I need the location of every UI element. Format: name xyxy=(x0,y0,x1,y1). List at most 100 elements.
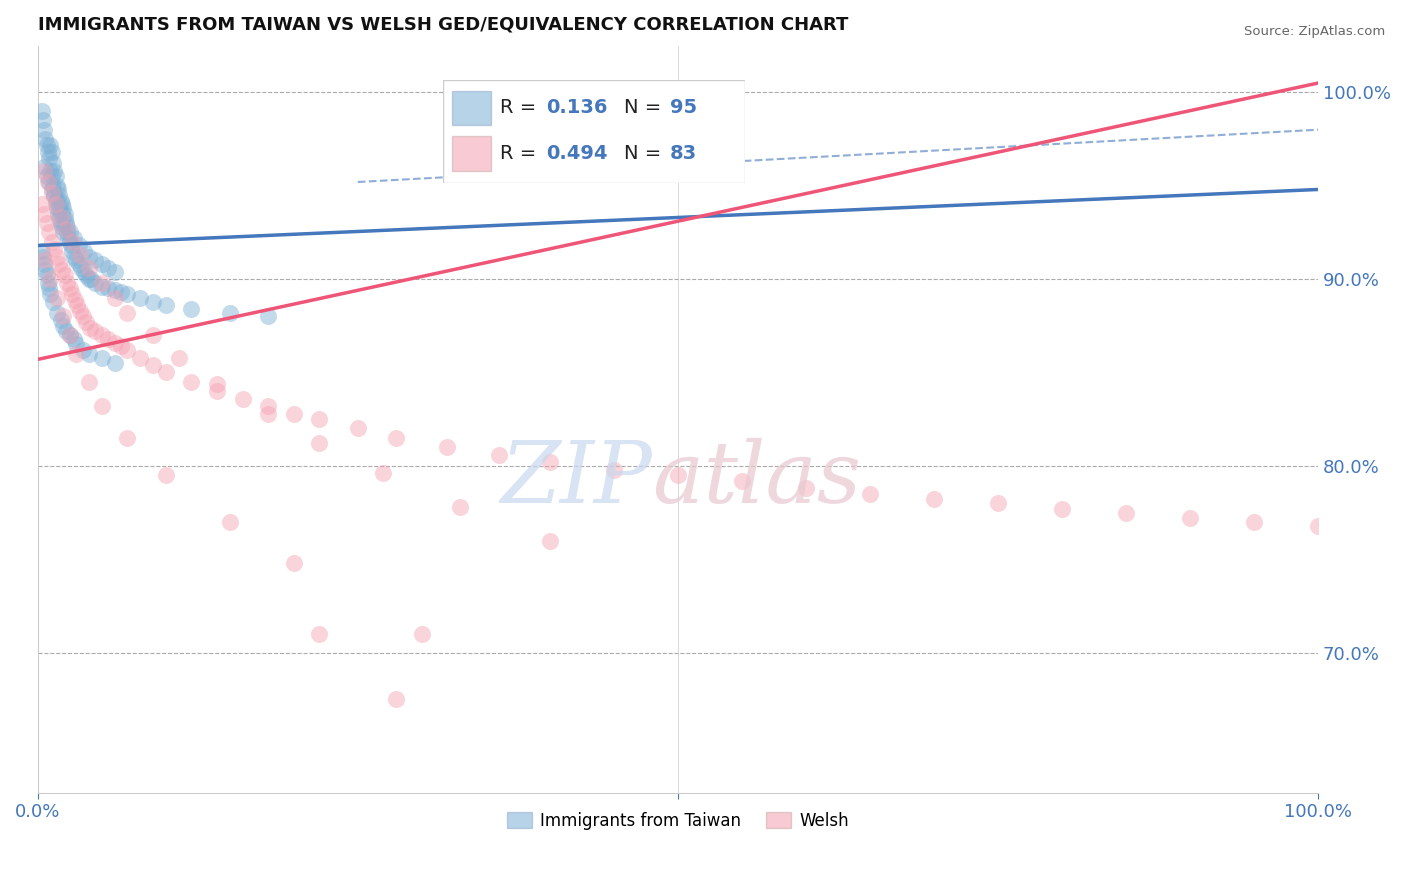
Point xyxy=(60,235,83,249)
Point xyxy=(51,207,73,221)
Point xyxy=(84,325,107,339)
Point xyxy=(52,201,75,215)
Point xyxy=(129,291,152,305)
Point xyxy=(488,448,510,462)
Point xyxy=(52,310,75,324)
Point xyxy=(37,145,59,160)
Point xyxy=(56,226,79,240)
Point xyxy=(90,276,112,290)
Point xyxy=(232,392,254,406)
Point xyxy=(922,492,945,507)
Point xyxy=(257,310,280,324)
Point xyxy=(67,238,90,252)
Point xyxy=(32,257,55,271)
Point xyxy=(180,301,202,316)
Point xyxy=(60,287,83,301)
Point xyxy=(65,253,87,268)
Point xyxy=(103,335,125,350)
Point xyxy=(32,160,55,174)
Point xyxy=(55,325,77,339)
Point xyxy=(41,169,63,184)
Point xyxy=(65,337,87,351)
Point xyxy=(103,356,125,370)
Point xyxy=(62,231,84,245)
Point xyxy=(38,226,60,240)
Point xyxy=(38,175,60,189)
Point xyxy=(59,328,82,343)
Point xyxy=(44,188,66,202)
Text: ZIP: ZIP xyxy=(501,438,652,520)
Point xyxy=(58,231,80,245)
Point xyxy=(37,276,59,290)
Point xyxy=(65,347,87,361)
Text: R =: R = xyxy=(501,144,543,162)
Point xyxy=(45,291,67,305)
Point xyxy=(283,407,305,421)
Point xyxy=(63,293,86,307)
Point xyxy=(103,265,125,279)
Point xyxy=(90,328,112,343)
Point xyxy=(34,262,56,277)
Point xyxy=(97,281,120,295)
Point xyxy=(411,627,433,641)
Point xyxy=(90,399,112,413)
Point xyxy=(167,351,190,365)
Point xyxy=(90,351,112,365)
Point xyxy=(45,194,67,208)
Point xyxy=(59,281,82,295)
Point xyxy=(32,253,55,268)
Point xyxy=(52,226,75,240)
Point xyxy=(42,178,65,193)
Point xyxy=(117,343,139,357)
Point xyxy=(41,145,63,160)
Text: 0.136: 0.136 xyxy=(546,98,607,118)
Point xyxy=(60,244,83,258)
Point xyxy=(44,242,66,256)
Point xyxy=(35,137,58,152)
Point xyxy=(72,310,94,324)
Point xyxy=(75,315,97,329)
Point xyxy=(67,257,90,271)
Point xyxy=(44,188,66,202)
Point xyxy=(69,248,91,262)
Point xyxy=(53,268,76,283)
Point xyxy=(59,226,82,240)
Bar xyxy=(451,91,491,126)
Point xyxy=(32,163,55,178)
Point xyxy=(66,298,89,312)
Point xyxy=(49,216,72,230)
Point xyxy=(205,384,228,399)
Bar xyxy=(451,136,491,170)
Point xyxy=(53,212,76,227)
Point xyxy=(257,399,280,413)
Point xyxy=(538,455,561,469)
Point xyxy=(1243,515,1265,529)
Point xyxy=(72,343,94,357)
Point xyxy=(69,303,91,318)
Point xyxy=(45,169,67,184)
Point xyxy=(70,260,93,275)
Point xyxy=(39,287,62,301)
Point xyxy=(41,182,63,196)
Point xyxy=(38,281,60,295)
Point xyxy=(31,197,53,211)
Point xyxy=(731,474,754,488)
Point xyxy=(39,272,62,286)
Point xyxy=(257,407,280,421)
Point xyxy=(103,291,125,305)
Point xyxy=(38,151,60,165)
Point xyxy=(84,253,107,268)
Point xyxy=(52,318,75,333)
Point xyxy=(41,235,63,249)
Point xyxy=(794,481,817,495)
Text: R =: R = xyxy=(501,98,543,118)
Point xyxy=(97,332,120,346)
Point xyxy=(45,194,67,208)
Text: IMMIGRANTS FROM TAIWAN VS WELSH GED/EQUIVALENCY CORRELATION CHART: IMMIGRANTS FROM TAIWAN VS WELSH GED/EQUI… xyxy=(38,15,848,33)
Point xyxy=(603,462,626,476)
Point xyxy=(45,306,67,320)
Point xyxy=(46,182,69,196)
Point xyxy=(37,175,59,189)
Point xyxy=(41,186,63,201)
Point xyxy=(110,339,132,353)
